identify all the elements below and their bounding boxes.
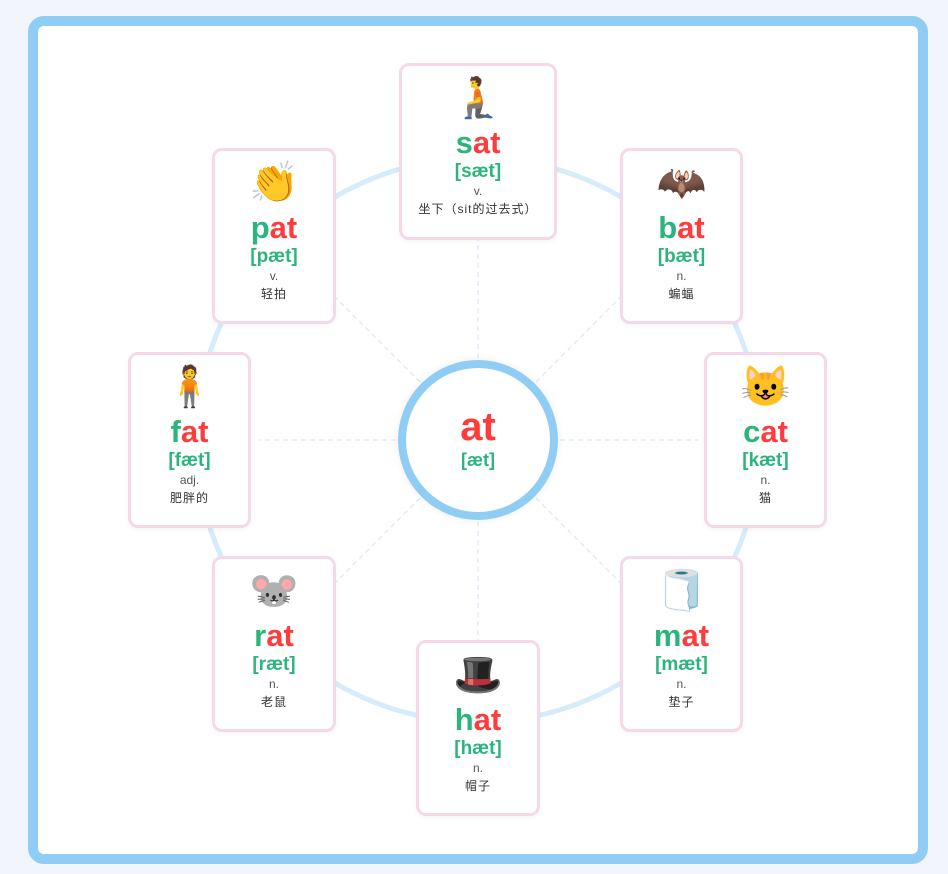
word-meaning: 猫 xyxy=(758,491,772,505)
word-meaning: 轻拍 xyxy=(260,287,287,301)
word-rime: at xyxy=(760,414,788,449)
word-text: cat xyxy=(707,415,824,449)
word-ipa: [hæt] xyxy=(454,738,502,759)
word-text: rat xyxy=(215,619,333,653)
word-card-pat[interactable]: 👏 pat [pæt] v. 轻拍 xyxy=(212,148,336,324)
bat-icon: 🦇 xyxy=(656,161,707,205)
word-onset: r xyxy=(254,618,267,653)
word-card-sat[interactable]: 🧎 sat [sæt] v. 坐下（sit的过去式） xyxy=(399,63,557,240)
word-ipa: [bæt] xyxy=(657,246,706,267)
word-text: sat xyxy=(402,126,554,160)
word-card-cat[interactable]: 😺 cat [kæt] n. 猫 xyxy=(704,352,827,528)
word-part-of-speech: v. xyxy=(269,269,279,283)
word-part-of-speech: v. xyxy=(473,184,483,198)
center-rime: at [æt] xyxy=(398,360,558,520)
word-meaning: 帽子 xyxy=(464,779,491,793)
word-part-of-speech: adj. xyxy=(179,473,200,487)
word-card-rat[interactable]: 🐭 rat [ræt] n. 老鼠 xyxy=(212,556,336,732)
word-ipa: [fæt] xyxy=(168,450,211,471)
word-onset: s xyxy=(455,125,473,160)
word-part-of-speech: n. xyxy=(676,677,687,691)
word-rime: at xyxy=(681,618,710,653)
word-meaning: 肥胖的 xyxy=(169,491,209,505)
word-rime: at xyxy=(269,210,298,245)
center-rime-text: at xyxy=(460,405,496,449)
word-onset: b xyxy=(658,210,678,245)
word-onset: h xyxy=(454,702,474,737)
spoke-line xyxy=(322,497,421,596)
word-meaning: 蝙蝠 xyxy=(668,287,695,301)
word-onset: p xyxy=(250,210,270,245)
word-text: hat xyxy=(419,703,537,737)
word-onset: f xyxy=(170,414,181,449)
word-card-bat[interactable]: 🦇 bat [bæt] n. 蝙蝠 xyxy=(620,148,743,324)
center-ipa: [æt] xyxy=(461,450,495,470)
word-part-of-speech: n. xyxy=(472,761,483,775)
word-rime: at xyxy=(473,702,502,737)
word-rime: at xyxy=(677,210,705,245)
word-onset: c xyxy=(743,414,761,449)
kneeling-person-icon: 🧎 xyxy=(453,76,503,120)
word-part-of-speech: n. xyxy=(268,677,279,691)
toilet-roll-icon: 🧻 xyxy=(656,569,707,613)
word-text: bat xyxy=(623,211,740,245)
word-ipa: [pæt] xyxy=(250,246,298,267)
top-hat-icon: 🎩 xyxy=(453,653,503,697)
spoke-line xyxy=(535,497,634,597)
word-text: pat xyxy=(215,211,333,245)
mouse-face-icon: 🐭 xyxy=(249,569,299,613)
word-meaning: 垫子 xyxy=(668,695,695,709)
word-card-hat[interactable]: 🎩 hat [hæt] n. 帽子 xyxy=(416,640,540,816)
word-text: fat xyxy=(131,415,248,449)
spoke-line xyxy=(322,284,421,383)
word-ipa: [ræt] xyxy=(252,654,296,675)
standing-person-icon: 🧍 xyxy=(164,365,215,409)
word-text: mat xyxy=(623,619,740,653)
word-rime: at xyxy=(266,618,294,653)
word-ipa: [mæt] xyxy=(655,654,708,675)
word-ipa: [sæt] xyxy=(454,161,502,182)
spoke-line xyxy=(535,283,634,383)
word-rime: at xyxy=(180,414,209,449)
cat-face-icon: 😺 xyxy=(740,365,791,409)
word-rime: at xyxy=(472,125,501,160)
word-ipa: [kæt] xyxy=(742,450,789,471)
word-meaning: 坐下（sit的过去式） xyxy=(418,202,538,216)
word-meaning: 老鼠 xyxy=(260,695,287,709)
word-part-of-speech: n. xyxy=(760,473,771,487)
word-part-of-speech: n. xyxy=(676,269,687,283)
word-card-fat[interactable]: 🧍 fat [fæt] adj. 肥胖的 xyxy=(128,352,251,528)
clapping-hands-icon: 👏 xyxy=(249,161,299,205)
word-card-mat[interactable]: 🧻 mat [mæt] n. 垫子 xyxy=(620,556,743,732)
word-onset: m xyxy=(653,618,682,653)
